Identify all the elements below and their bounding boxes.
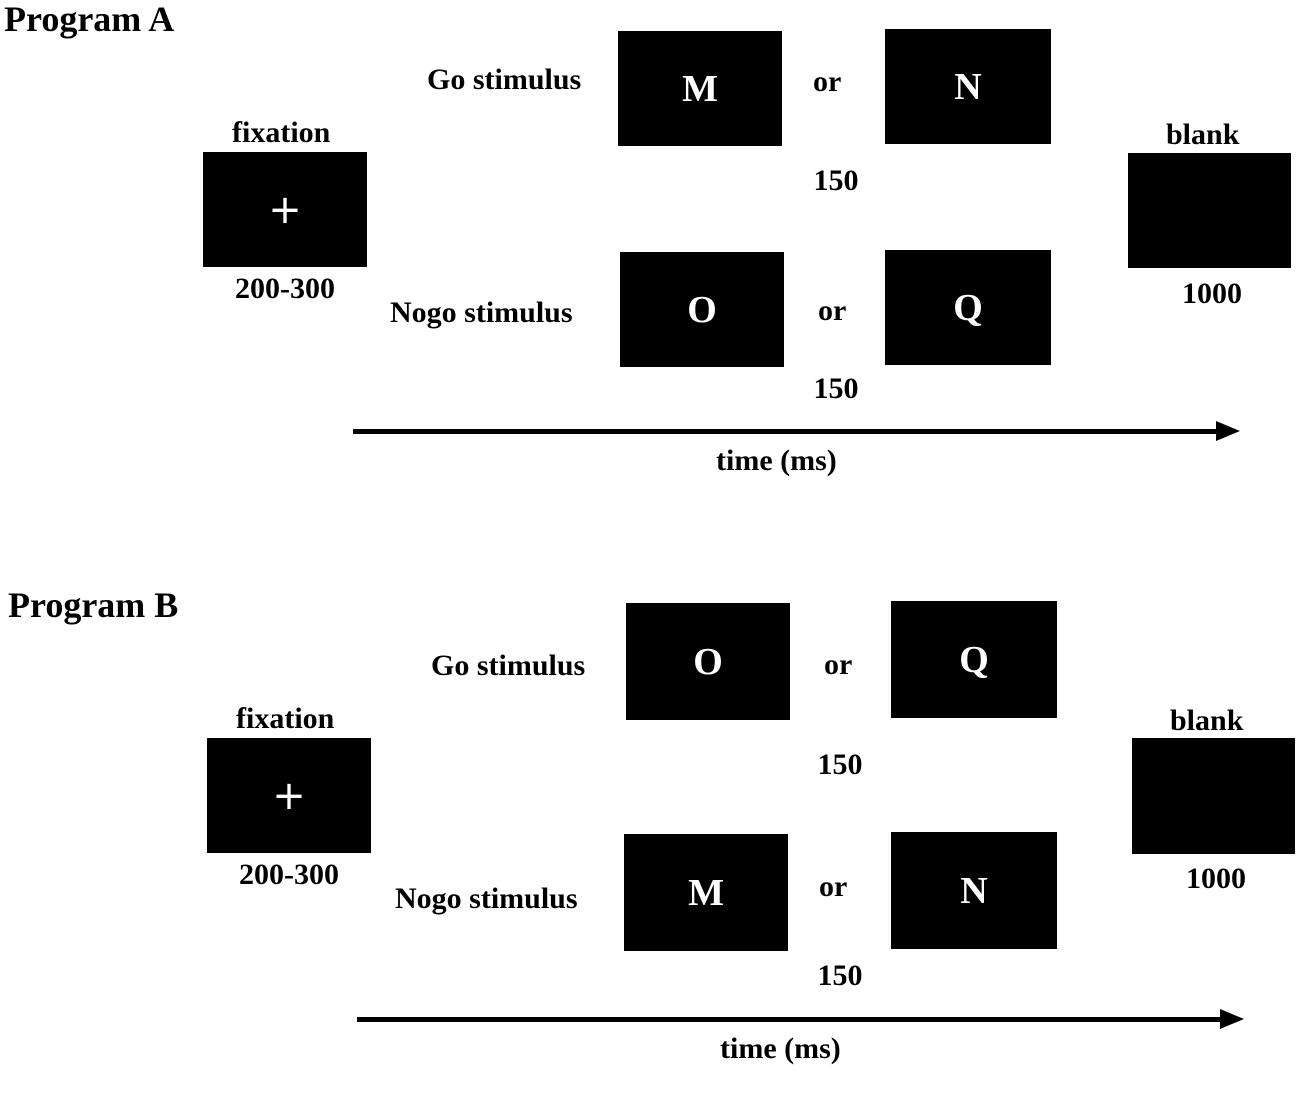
go-duration: 150 bbox=[817, 748, 863, 781]
nogo-stimulus-label: Nogo stimulus bbox=[390, 296, 573, 329]
fixation-duration: 200-300 bbox=[235, 272, 335, 305]
go-stimulus-screen-1: M bbox=[618, 31, 782, 146]
blank-duration: 1000 bbox=[1182, 277, 1242, 310]
go-stimulus-screen-1: O bbox=[626, 603, 790, 720]
time-axis-label: time (ms) bbox=[720, 1032, 841, 1065]
go-or-connector: or bbox=[824, 648, 853, 681]
go-stimulus-screen-2: N bbox=[885, 29, 1051, 144]
nogo-letter-2: N bbox=[960, 869, 988, 912]
time-axis-line bbox=[353, 429, 1219, 434]
blank-screen bbox=[1132, 738, 1295, 854]
blank-label: blank bbox=[1170, 704, 1244, 737]
nogo-stimulus-screen-2: Q bbox=[885, 250, 1051, 365]
fixation-label: fixation bbox=[232, 116, 331, 149]
time-axis-arrowhead bbox=[1216, 421, 1240, 441]
nogo-stimulus-screen-2: N bbox=[891, 832, 1057, 949]
go-stimulus-screen-2: Q bbox=[891, 601, 1057, 718]
go-letter-1: O bbox=[693, 640, 723, 683]
program-a-panel: Program A fixation + 200-300 Go stimulus… bbox=[0, 0, 1300, 534]
go-or-connector: or bbox=[813, 65, 842, 98]
program-title: Program B bbox=[8, 585, 179, 625]
program-title: Program A bbox=[4, 0, 175, 39]
nogo-duration: 150 bbox=[813, 372, 859, 405]
fixation-screen: + bbox=[203, 152, 367, 267]
program-b-panel: Program B fixation + 200-300 Go stimulus… bbox=[4, 585, 1300, 1120]
fixation-screen: + bbox=[207, 738, 371, 853]
go-stimulus-label: Go stimulus bbox=[427, 63, 582, 96]
go-letter-1: M bbox=[682, 67, 718, 110]
blank-duration: 1000 bbox=[1186, 862, 1246, 895]
fixation-label: fixation bbox=[236, 702, 335, 735]
fixation-cross: + bbox=[272, 772, 306, 819]
nogo-letter-2: Q bbox=[953, 286, 983, 329]
nogo-or-connector: or bbox=[819, 870, 848, 903]
go-duration: 150 bbox=[813, 164, 859, 197]
nogo-stimulus-screen-1: O bbox=[620, 252, 784, 367]
blank-label: blank bbox=[1166, 118, 1240, 151]
nogo-or-connector: or bbox=[818, 294, 847, 327]
go-stimulus-label: Go stimulus bbox=[431, 649, 586, 682]
time-axis-line bbox=[357, 1017, 1223, 1022]
nogo-letter-1: M bbox=[688, 871, 724, 914]
go-letter-2: Q bbox=[959, 638, 989, 681]
blank-screen bbox=[1128, 153, 1291, 268]
time-axis-arrowhead bbox=[1220, 1009, 1244, 1029]
go-letter-2: N bbox=[954, 65, 982, 108]
fixation-duration: 200-300 bbox=[239, 858, 339, 891]
fixation-cross: + bbox=[268, 186, 302, 233]
nogo-duration: 150 bbox=[817, 959, 863, 992]
nogo-stimulus-label: Nogo stimulus bbox=[395, 882, 578, 915]
nogo-letter-1: O bbox=[687, 288, 717, 331]
time-axis-label: time (ms) bbox=[716, 444, 837, 477]
nogo-stimulus-screen-1: M bbox=[624, 834, 788, 951]
